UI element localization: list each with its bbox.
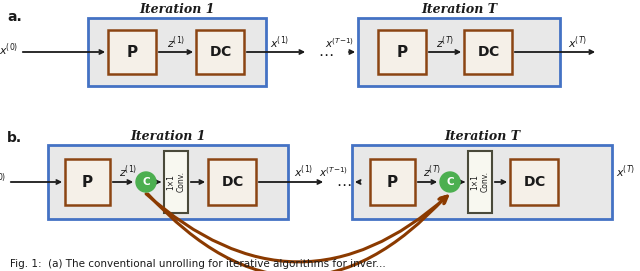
Text: $\mathbf{P}$: $\mathbf{P}$: [125, 44, 138, 60]
Text: $\mathbf{P}$: $\mathbf{P}$: [387, 174, 399, 190]
Bar: [108, 30, 156, 74]
Text: $\mathbf{P}$: $\mathbf{P}$: [81, 174, 93, 190]
Text: $\mathbf{\mathit{x}}^{(0)}$: $\mathbf{\mathit{x}}^{(0)}$: [0, 42, 18, 58]
Text: C: C: [446, 177, 454, 187]
Text: $\mathbf{DC}$: $\mathbf{DC}$: [209, 45, 232, 59]
Text: $\mathbf{\mathit{z}}^{(1)}$: $\mathbf{\mathit{z}}^{(1)}$: [167, 35, 185, 51]
Text: Iteration 1: Iteration 1: [131, 130, 205, 143]
Text: 1×1
Conv.: 1×1 Conv.: [166, 172, 186, 192]
Text: Iteration T: Iteration T: [421, 3, 497, 16]
FancyArrowPatch shape: [148, 194, 446, 271]
Text: $\mathbf{\mathit{x}}^{(T)}$: $\mathbf{\mathit{x}}^{(T)}$: [568, 35, 588, 51]
Bar: [510, 159, 558, 205]
Bar: [378, 30, 426, 74]
Bar: [65, 159, 110, 205]
Bar: [468, 151, 492, 213]
Text: $\mathbf{\mathit{z}}^{(T)}$: $\mathbf{\mathit{z}}^{(T)}$: [436, 35, 454, 51]
Text: a.: a.: [7, 10, 22, 24]
Text: 1×1
Conv.: 1×1 Conv.: [470, 172, 490, 192]
Text: $\cdots$: $\cdots$: [318, 46, 333, 60]
Bar: [196, 30, 244, 74]
FancyArrowPatch shape: [146, 194, 447, 262]
Text: $\mathbf{\mathit{z}}^{(T)}$: $\mathbf{\mathit{z}}^{(T)}$: [424, 164, 442, 180]
Text: C: C: [142, 177, 150, 187]
Text: $\mathbf{\mathit{x}}^{(T)}$: $\mathbf{\mathit{x}}^{(T)}$: [616, 164, 636, 180]
Text: $\mathbf{\mathit{x}}^{(0)}$: $\mathbf{\mathit{x}}^{(0)}$: [0, 172, 6, 188]
Text: $\mathbf{\mathit{x}}^{(T\!-\!1)}$: $\mathbf{\mathit{x}}^{(T\!-\!1)}$: [325, 36, 354, 50]
Bar: [88, 18, 266, 86]
Text: Iteration 1: Iteration 1: [140, 3, 215, 16]
Bar: [464, 30, 512, 74]
Circle shape: [440, 172, 460, 192]
Bar: [358, 18, 560, 86]
Circle shape: [136, 172, 156, 192]
Text: $\mathbf{DC}$: $\mathbf{DC}$: [221, 175, 243, 189]
Text: $\mathbf{DC}$: $\mathbf{DC}$: [477, 45, 499, 59]
Bar: [208, 159, 256, 205]
Text: $\mathbf{DC}$: $\mathbf{DC}$: [522, 175, 545, 189]
Text: Fig. 1:  (a) The conventional unrolling for iterative algorithms for inver...: Fig. 1: (a) The conventional unrolling f…: [10, 259, 386, 269]
Text: $\mathbf{\mathit{x}}^{(1)}$: $\mathbf{\mathit{x}}^{(1)}$: [270, 35, 290, 51]
Bar: [370, 159, 415, 205]
Bar: [48, 145, 288, 219]
Text: Iteration T: Iteration T: [444, 130, 520, 143]
Text: $\mathbf{\mathit{x}}^{(1)}$: $\mathbf{\mathit{x}}^{(1)}$: [294, 164, 314, 180]
Text: $\cdots$: $\cdots$: [336, 176, 352, 191]
Bar: [164, 151, 188, 213]
Text: $\mathbf{\mathit{z}}^{(1)}$: $\mathbf{\mathit{z}}^{(1)}$: [119, 164, 137, 180]
Text: $\mathbf{\mathit{x}}^{(T\!-\!1)}$: $\mathbf{\mathit{x}}^{(T\!-\!1)}$: [319, 165, 348, 179]
Text: b.: b.: [7, 131, 22, 145]
Text: $\mathbf{P}$: $\mathbf{P}$: [396, 44, 408, 60]
Bar: [352, 145, 612, 219]
